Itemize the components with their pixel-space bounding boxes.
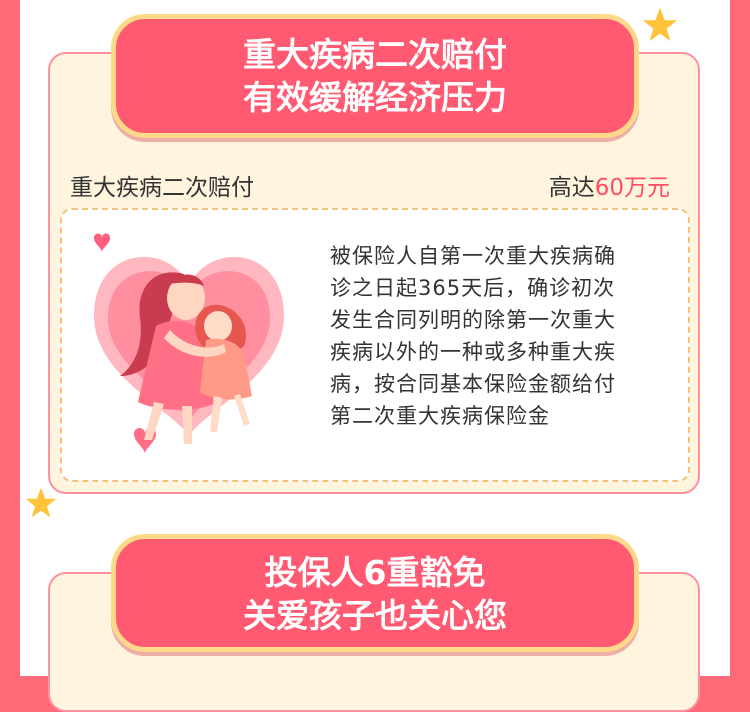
description-line: 病，按合同基本保险金额给付 (330, 372, 616, 396)
banner-title-line-1: 投保人6重豁免 (264, 553, 486, 592)
section-banner-critical-illness: 重大疾病二次赔付 有效缓解经济压力 (111, 14, 639, 138)
description-line: 第二次重大疾病保险金 (330, 404, 550, 428)
section-banner-waiver: 投保人6重豁免 关爱孩子也关心您 (111, 534, 639, 652)
amount-value: 60万元 (594, 175, 670, 201)
heart-icon (94, 233, 110, 252)
mother-child-hug-illustration (94, 233, 284, 454)
star-icon (642, 7, 678, 42)
benefit-description: 被保险人自第一次重大疾病确 诊之日起365天后，确诊初次 发生合同列明的除第一次… (330, 240, 675, 432)
description-line: 疾病以外的一种或多种重大疾 (330, 340, 616, 364)
benefit-amount: 高达60万元 (549, 168, 670, 202)
star-icon (25, 487, 57, 518)
description-line: 发生合同列明的除第一次重大 (330, 308, 616, 332)
benefit-name: 重大疾病二次赔付 (70, 175, 254, 201)
banner-title-line-2: 有效缓解经济压力 (243, 78, 507, 117)
amount-prefix: 高达 (548, 175, 595, 201)
banner-title-line-1: 重大疾病二次赔付 (243, 35, 507, 74)
description-line: 诊之日起365天后，确诊初次 (330, 276, 616, 300)
description-line: 被保险人自第一次重大疾病确 (330, 244, 616, 268)
banner-title-line-2: 关爱孩子也关心您 (243, 596, 507, 635)
benefit-row: 重大疾病二次赔付 高达60万元 (70, 166, 670, 202)
